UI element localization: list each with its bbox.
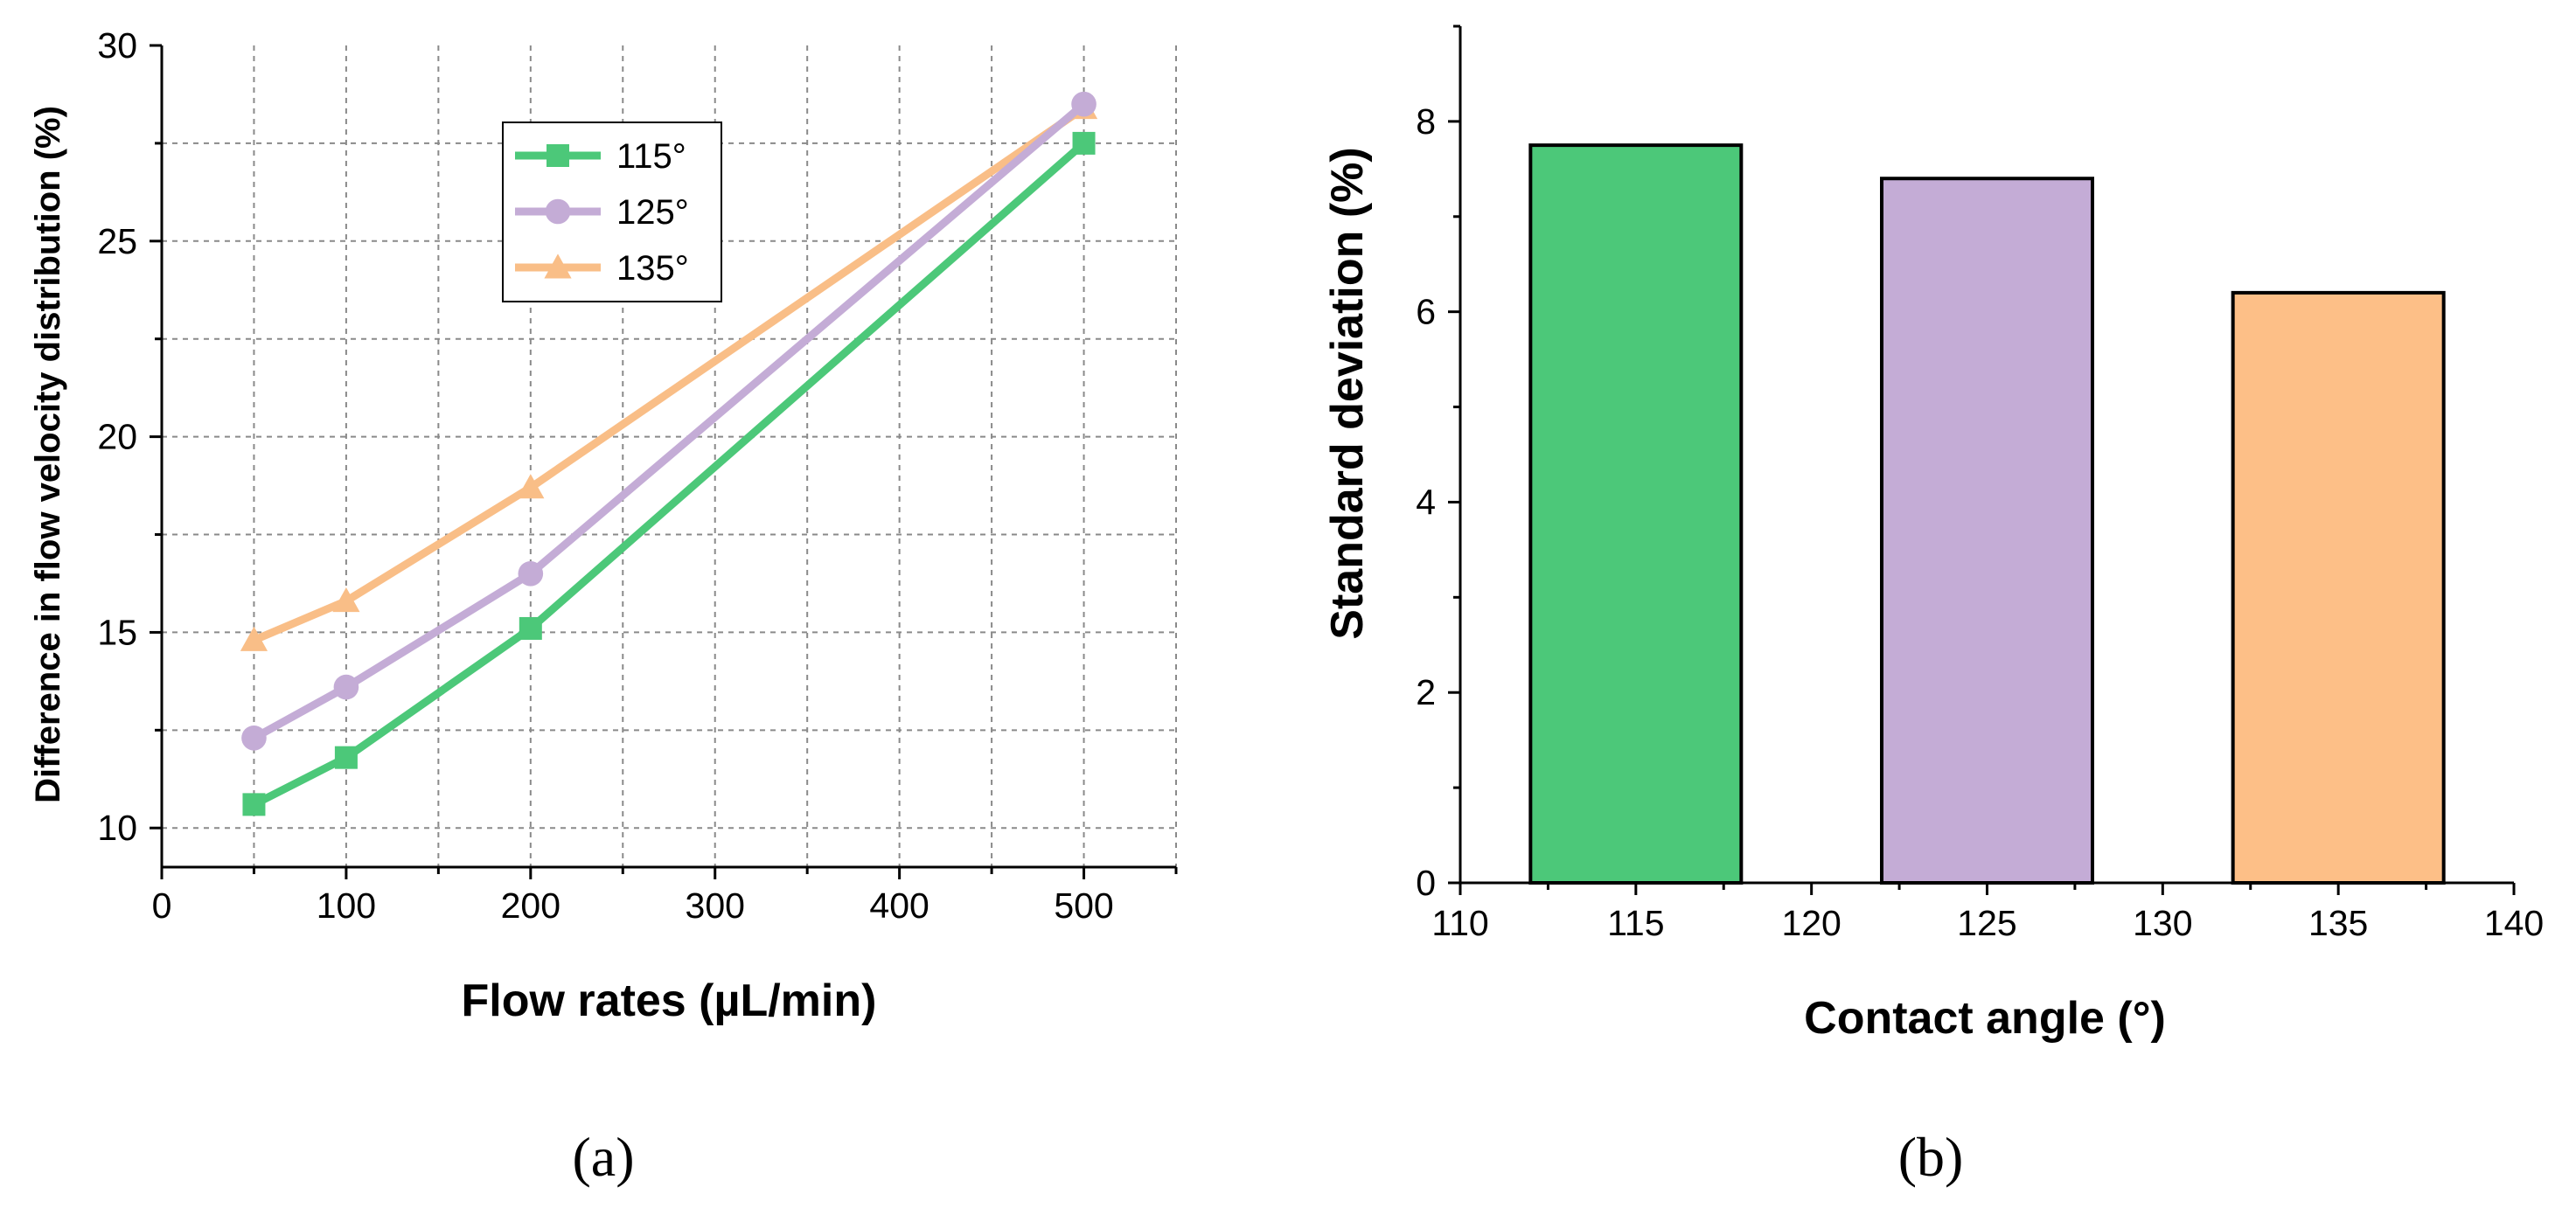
series-line xyxy=(252,104,1087,644)
y-tick-label: 30 xyxy=(97,25,137,66)
x-tick-label: 135 xyxy=(2308,903,2368,943)
data-point-marker xyxy=(241,725,267,751)
x-axis-title: Contact angle (°) xyxy=(1804,993,2166,1044)
x-tick-label: 130 xyxy=(2133,903,2192,943)
x-axis-title: Flow rates (µL/min) xyxy=(462,975,877,1026)
series-circle xyxy=(241,91,1097,751)
data-point-marker xyxy=(333,674,359,700)
data-point-marker xyxy=(544,253,572,279)
x-tick-label: 110 xyxy=(1431,903,1488,943)
y-tick-label: 20 xyxy=(97,417,137,457)
data-point-marker xyxy=(1071,91,1097,117)
data-point-marker xyxy=(519,616,542,640)
y-axis-title: Difference in flow velocity distribution… xyxy=(29,106,67,803)
x-tick-label: 100 xyxy=(317,885,376,926)
series-line xyxy=(252,101,1087,742)
y-axis-title: Standard deviation (%) xyxy=(1322,147,1373,639)
y-tick-label: 4 xyxy=(1416,482,1436,522)
data-point-marker xyxy=(547,144,569,167)
y-tick-label: 8 xyxy=(1416,101,1436,142)
data-point-marker xyxy=(1072,131,1096,155)
data-point-marker xyxy=(517,474,545,499)
x-tick-label: 140 xyxy=(2484,903,2544,943)
x-tick-label: 500 xyxy=(1054,885,1113,926)
data-point-marker xyxy=(545,198,571,225)
axis-ticks: 110 115 120 125 130 135 140 0 2 4 6 8 xyxy=(1416,24,2544,943)
series-square xyxy=(242,131,1096,816)
x-tick-label: 200 xyxy=(501,885,560,926)
x-tick-label: 125 xyxy=(1957,903,2016,943)
legend-entry: 115° xyxy=(515,137,686,176)
legend-label: 115° xyxy=(616,137,686,176)
series-group xyxy=(240,91,1098,816)
x-tick-label: 300 xyxy=(686,885,745,926)
y-tick-label: 15 xyxy=(97,612,137,652)
axis-ticks: 0 100 200 300 400 500 10 15 20 25 30 xyxy=(97,25,1178,926)
x-tick-label: 115 xyxy=(1607,903,1664,943)
legend-entry: 125° xyxy=(515,193,689,232)
y-tick-label: 25 xyxy=(97,221,137,261)
legend-entry: 135° xyxy=(515,249,689,288)
legend: 115° 125° 135° xyxy=(502,122,722,302)
y-tick-label: 0 xyxy=(1416,863,1436,903)
bar-115 xyxy=(1528,143,1744,885)
bar-135 xyxy=(2231,290,2446,885)
data-point-marker xyxy=(334,746,358,769)
bar-chart-panel: 110 115 120 125 130 135 140 0 2 4 6 8 Contact angle… xyxy=(1322,24,2544,1188)
y-tick-label: 10 xyxy=(97,808,137,848)
x-tick-label: 400 xyxy=(869,885,929,926)
series-triangle xyxy=(240,94,1098,651)
legend-label: 125° xyxy=(616,193,689,232)
panel-label: (a) xyxy=(572,1126,634,1188)
y-tick-label: 6 xyxy=(1416,292,1436,332)
y-tick-label: 2 xyxy=(1416,672,1436,712)
data-point-marker xyxy=(332,587,360,613)
data-point-marker xyxy=(240,626,268,651)
data-point-marker xyxy=(242,793,266,816)
panel-label: (b) xyxy=(1898,1126,1964,1188)
x-tick-label: 120 xyxy=(1781,903,1841,943)
data-point-marker xyxy=(518,560,544,587)
legend-label: 135° xyxy=(616,249,689,288)
bar-group xyxy=(1528,143,2446,885)
series-line xyxy=(252,140,1087,809)
x-tick-label: 0 xyxy=(152,885,172,926)
bar-125 xyxy=(1880,177,2094,885)
